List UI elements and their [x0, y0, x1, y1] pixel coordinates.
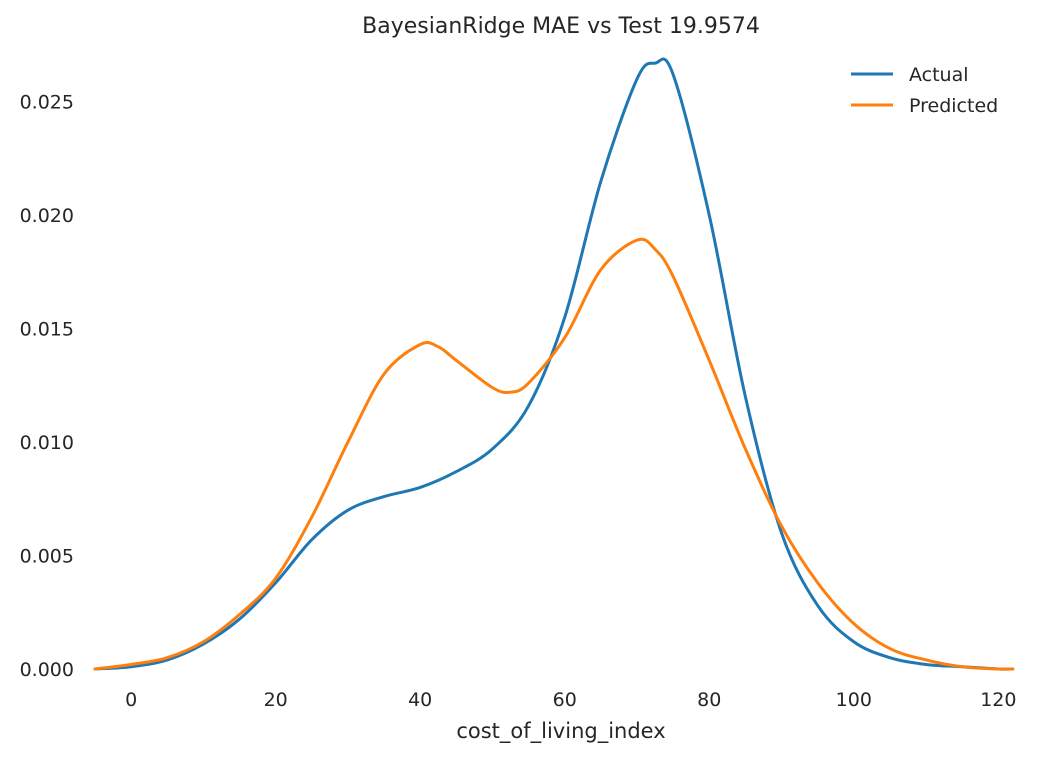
y-tick-label: 0.015 [20, 319, 74, 341]
x-tick-label: 40 [408, 689, 432, 711]
x-tick-label: 100 [836, 689, 872, 711]
series-line-predicted [93, 237, 1015, 671]
x-tick-label: 0 [125, 689, 137, 711]
legend: Actual Predicted [851, 64, 998, 117]
x-tick-label: 80 [697, 689, 721, 711]
y-tick-label: 0.000 [20, 659, 74, 681]
plot-area [93, 57, 1015, 671]
x-tick-label: 20 [264, 689, 288, 711]
x-tick-label: 60 [553, 689, 577, 711]
y-tick-label: 0.020 [20, 205, 74, 227]
legend-label-actual: Actual [909, 64, 969, 86]
chart-title: BayesianRidge MAE vs Test 19.9574 [362, 14, 760, 39]
x-tick-label: 120 [980, 689, 1016, 711]
legend-label-predicted: Predicted [909, 95, 998, 117]
y-tick-label: 0.005 [20, 546, 74, 568]
y-axis-ticks: 0.000 0.005 0.010 0.015 0.020 0.025 [20, 92, 74, 681]
y-tick-label: 0.025 [20, 92, 74, 114]
series-line-actual [93, 57, 1015, 671]
x-axis-ticks: 0 20 40 60 80 100 120 [125, 689, 1016, 711]
y-tick-label: 0.010 [20, 432, 74, 454]
x-axis-label: cost_of_living_index [456, 719, 665, 744]
